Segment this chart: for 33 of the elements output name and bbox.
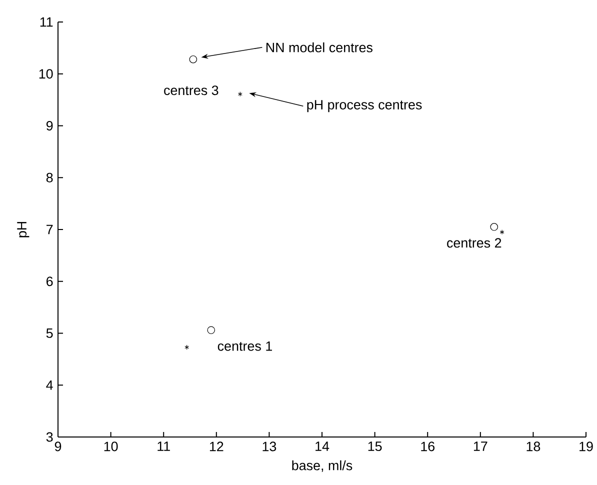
point <box>184 344 190 350</box>
x-tick-label: 12 <box>210 442 224 452</box>
annotation: centres 3 <box>164 86 218 96</box>
x-tick-label: 14 <box>316 442 330 451</box>
legend-label: NN model centres <box>266 42 372 52</box>
point <box>500 230 504 235</box>
y-tick-label: 10 <box>39 69 53 79</box>
y-tick-label: 9 <box>46 120 53 131</box>
legend-label: pH process centres <box>307 100 422 112</box>
annotation: centres 1 <box>218 341 272 351</box>
y-tick-label: 5 <box>46 328 53 338</box>
x-tick-label: 15 <box>368 442 382 452</box>
y-tick-label: 7 <box>46 224 53 234</box>
point <box>207 326 216 334</box>
x-tick-label: 17 <box>474 442 488 451</box>
x-axis-title: base, ml/s <box>292 460 352 472</box>
y-axis-title: pH <box>17 222 30 238</box>
point <box>490 223 498 231</box>
point <box>238 92 242 97</box>
y-tick-label: 3 <box>46 432 53 442</box>
x-tick-label: 11 <box>158 442 170 451</box>
x-tick-label: 10 <box>104 442 118 452</box>
point <box>189 55 198 64</box>
x-tick-label: 16 <box>421 442 434 452</box>
x-tick-label: 9 <box>54 442 62 452</box>
x-tick-label: 19 <box>580 442 593 452</box>
x-tick-label: 18 <box>526 442 540 452</box>
annotation: centres 2 <box>447 238 502 248</box>
y-tick-label: 8 <box>46 172 53 182</box>
y-tick-label: 6 <box>46 276 53 286</box>
y-tick-label: 4 <box>46 380 53 390</box>
y-tick-label: 11 <box>40 17 53 27</box>
x-tick-label: 13 <box>262 442 276 452</box>
